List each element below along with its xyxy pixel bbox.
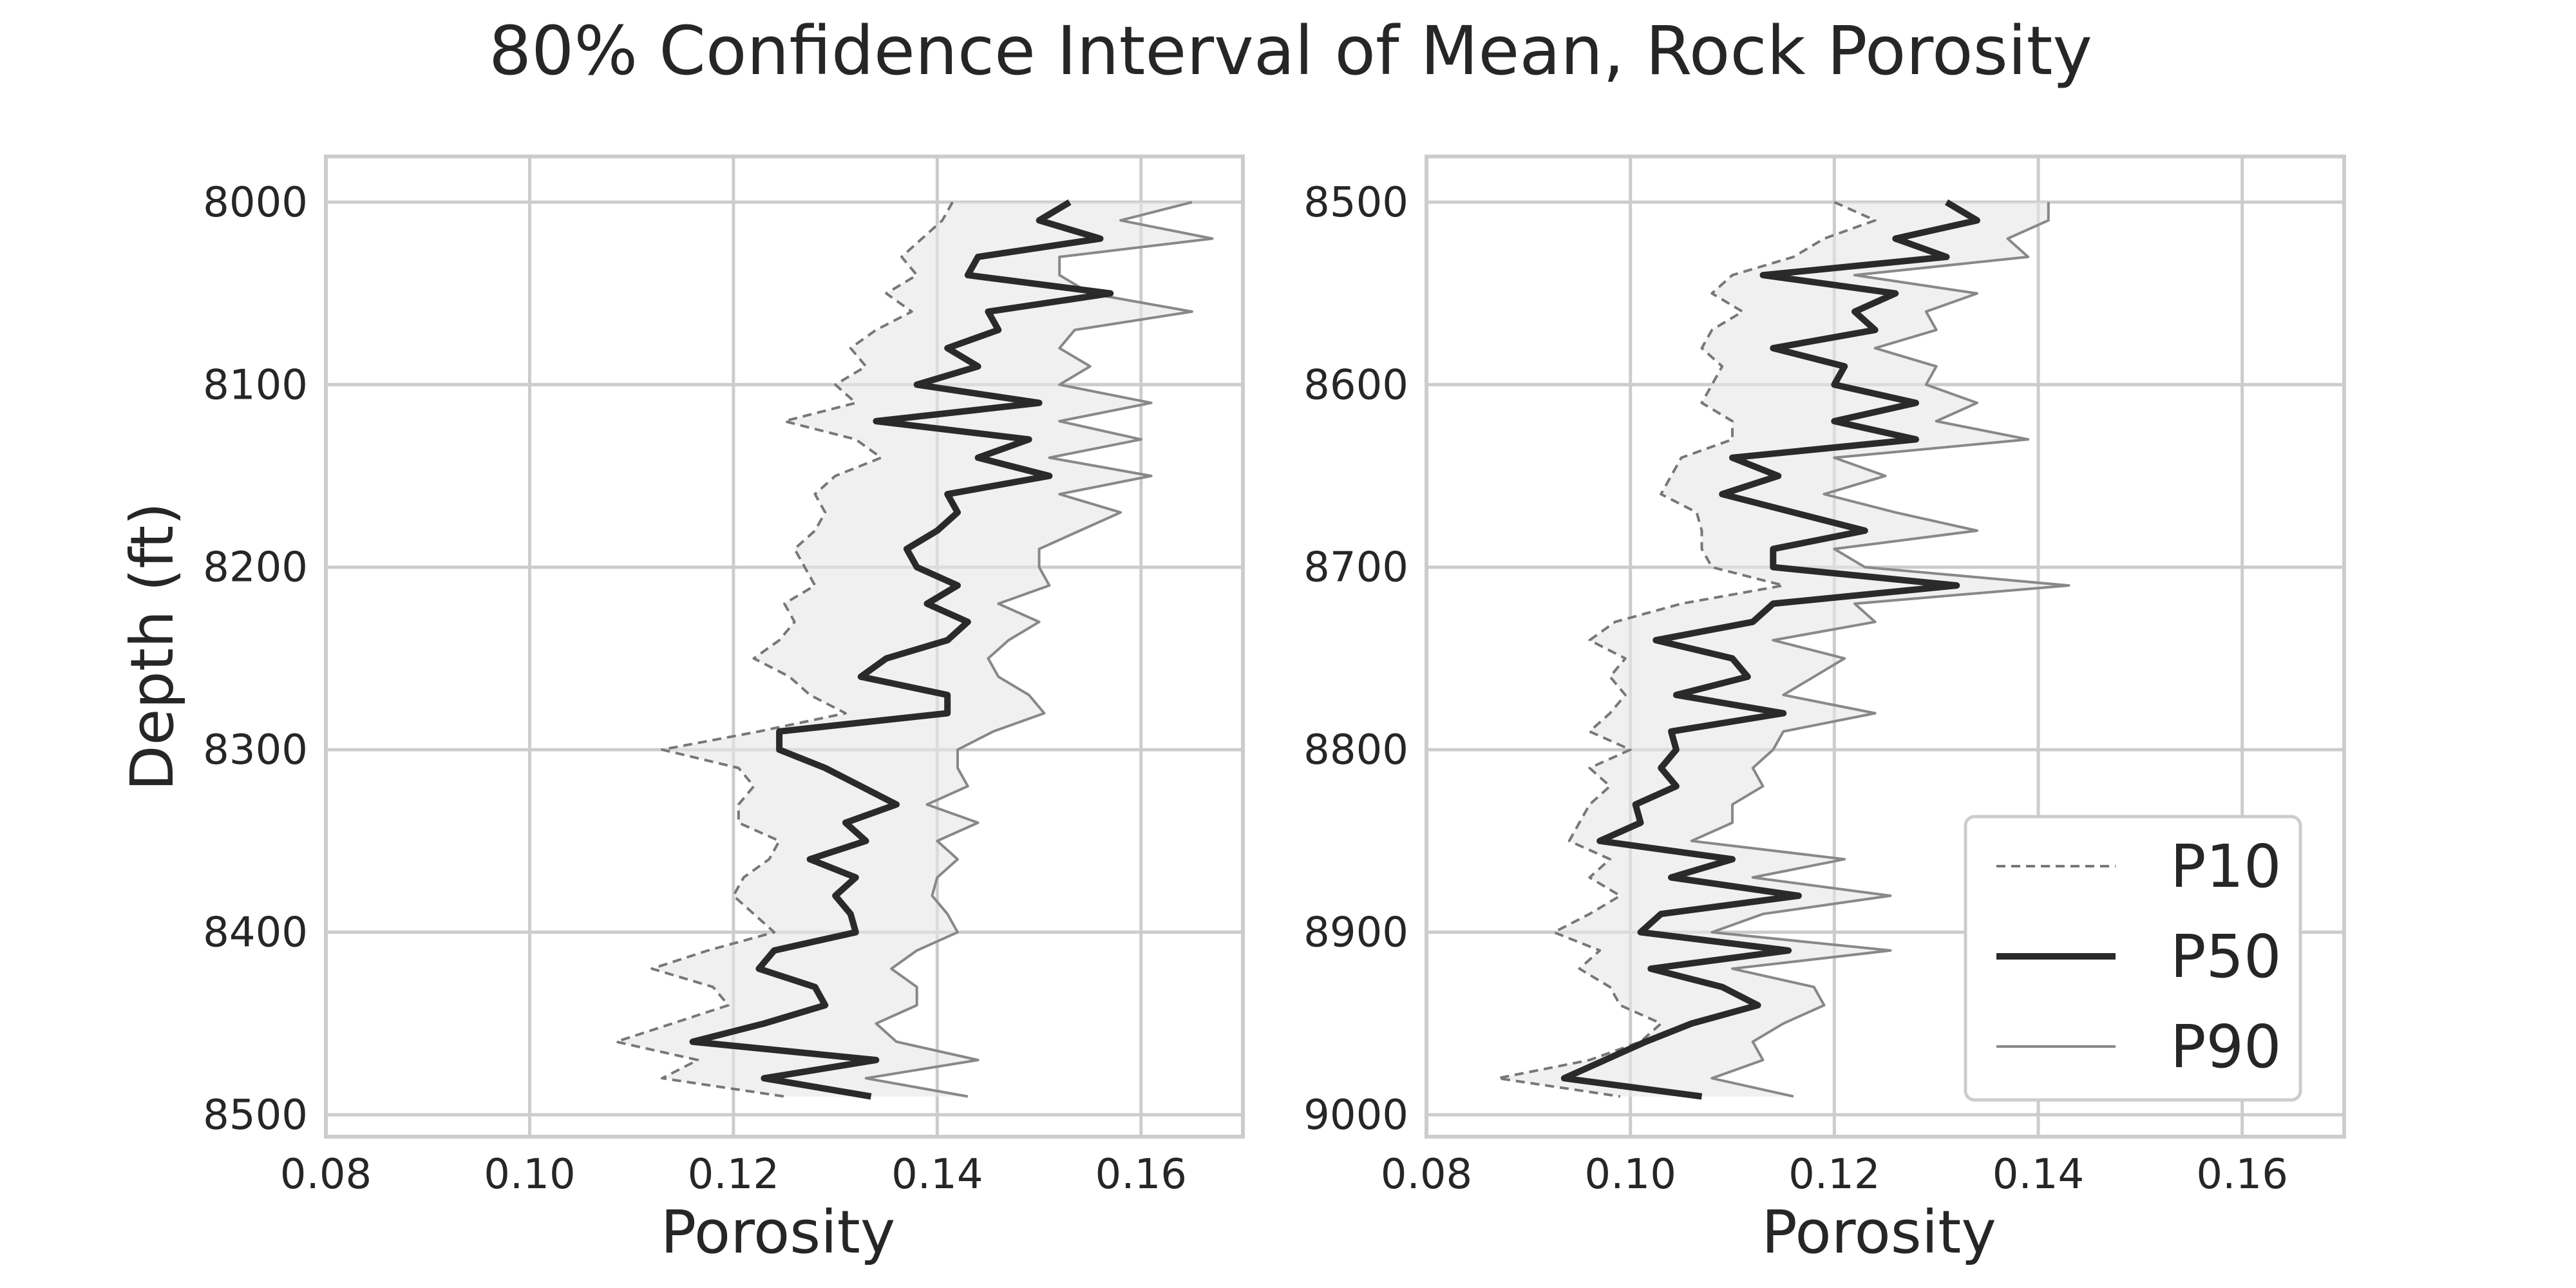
plot-frame — [1425, 155, 2346, 1139]
x-tick-label: 0.12 — [1788, 1151, 1880, 1198]
chart-title: 80% Confidence Interval of Mean, Rock Po… — [489, 12, 2092, 90]
x-tick-label: 0.16 — [2196, 1151, 2288, 1198]
y-tick-label: 8100 — [203, 361, 308, 409]
series-line-p50 — [1560, 199, 1980, 1100]
y-tick-label: 8700 — [1303, 544, 1408, 592]
x-tick-label: 0.12 — [688, 1151, 780, 1198]
x-axis-label: Porosity — [661, 1198, 896, 1267]
y-tick-label: 8900 — [1303, 909, 1408, 957]
legend-frame — [1964, 815, 2302, 1102]
legend-label-p10: P10 — [2170, 832, 2282, 901]
x-tick-label: 0.08 — [1381, 1151, 1473, 1198]
x-tick-label: 0.16 — [1095, 1151, 1188, 1198]
y-tick-label: 8600 — [1303, 361, 1408, 409]
series-line-p50 — [689, 199, 1114, 1100]
y-tick-label: 9000 — [1303, 1092, 1408, 1139]
legend-label-p50: P50 — [2170, 922, 2282, 991]
legend-label-p90: P90 — [2170, 1012, 2282, 1081]
x-tick-label: 0.14 — [1993, 1151, 2085, 1198]
legend: P10 P50 P90 — [1964, 815, 2302, 1102]
y-tick-label: 8800 — [1303, 726, 1408, 774]
y-tick-label: 8300 — [203, 726, 308, 774]
y-axis-label: Depth (ft) — [118, 502, 187, 791]
x-axis-label: Porosity — [1761, 1198, 1996, 1267]
series-line-p90 — [1690, 202, 2070, 1098]
y-tick-label: 8400 — [203, 909, 308, 957]
panel-right: 0.08 0.10 0.12 0.14 0.16 8500 8600 8700 8800 8900… — [1303, 155, 2346, 1267]
confidence-band — [1497, 202, 2069, 1097]
series-line-p90 — [864, 200, 1214, 1098]
y-tick-label: 8500 — [203, 1092, 308, 1139]
x-tick-label: 0.10 — [1584, 1151, 1676, 1198]
x-tick-label: 0.10 — [484, 1151, 576, 1198]
y-tick-label: 8000 — [203, 179, 308, 227]
series-line-p10 — [614, 201, 954, 1098]
plot-frame — [324, 155, 1245, 1139]
x-tick-label: 0.08 — [280, 1151, 372, 1198]
x-tick-label: 0.14 — [891, 1151, 983, 1198]
panel-left: 0.08 0.10 0.12 0.14 0.16 8000 8100 8200 8300 8400… — [118, 155, 1245, 1267]
y-tick-label: 8500 — [1303, 179, 1408, 227]
y-tick-label: 8200 — [203, 544, 308, 592]
